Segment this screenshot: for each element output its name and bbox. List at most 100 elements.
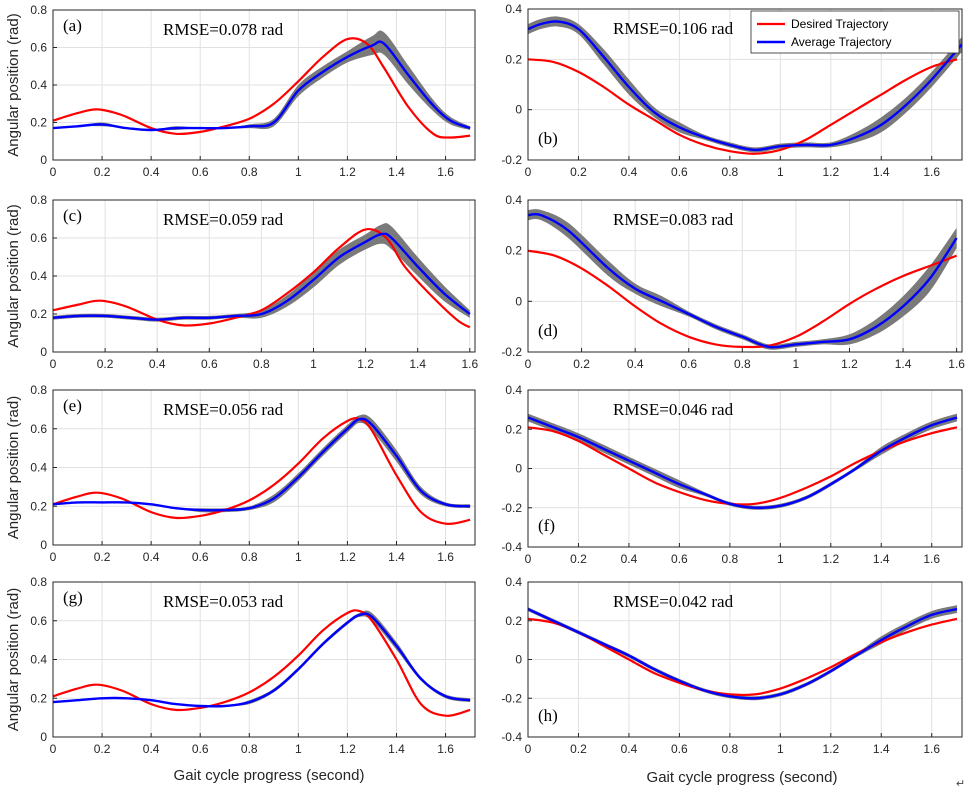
x-tick-label: 1.6 <box>437 165 454 179</box>
x-tick-label: 1.2 <box>339 550 356 564</box>
y-tick-label: 0.8 <box>30 575 47 589</box>
y-tick-label: 0.6 <box>30 422 47 436</box>
y-tick-label: 0.4 <box>505 383 522 397</box>
y-tick-label: 0.4 <box>505 575 522 589</box>
y-tick-label: 0.2 <box>30 116 47 130</box>
panel-label: (e) <box>63 396 82 415</box>
average-trajectory-line <box>53 40 471 132</box>
x-tick-label: 1.4 <box>873 165 890 179</box>
rmse-annotation: RMSE=0.042 rad <box>613 592 734 611</box>
average-trajectory-line <box>53 232 471 321</box>
x-tick-label: 0.6 <box>192 742 209 756</box>
y-axis-label: Angular position (rad) <box>5 588 22 731</box>
x-tick-label: 0.4 <box>143 550 160 564</box>
x-tick-label: 0.4 <box>621 552 638 566</box>
x-tick-label: 0 <box>50 165 57 179</box>
x-tick-label: 1.4 <box>409 357 426 371</box>
desired-trajectory-line <box>528 249 957 349</box>
x-tick-label: 0.2 <box>94 550 111 564</box>
y-tick-label: 0.4 <box>505 2 522 16</box>
y-tick-label: 0 <box>40 730 47 744</box>
x-tick-label: 0.6 <box>671 742 688 756</box>
plot-area <box>528 413 958 510</box>
x-tick-label: 0.8 <box>722 552 739 566</box>
average-trajectory-line <box>528 607 958 700</box>
average-trajectory-line <box>53 612 471 708</box>
x-tick-label: 1.4 <box>388 550 405 564</box>
y-tick-label: -0.2 <box>501 501 522 515</box>
y-tick-label: 0.4 <box>30 461 47 475</box>
y-tick-label: 0.2 <box>30 691 47 705</box>
average-trajectory-band <box>528 605 957 701</box>
x-tick-label: 1.2 <box>822 165 839 179</box>
x-axis-label-right: Gait cycle progress (second) <box>647 769 838 786</box>
y-tick-label: 0.4 <box>505 193 522 207</box>
x-tick-label: 0.6 <box>680 357 697 371</box>
x-tick-label: 0 <box>50 357 57 371</box>
plot-area <box>53 223 471 329</box>
x-tick-label: 0.4 <box>143 165 160 179</box>
plot-area <box>53 414 471 526</box>
legend: Desired Trajectory Average Trajectory <box>750 10 960 54</box>
y-tick-label: 0 <box>515 462 522 476</box>
panel-label: (d) <box>538 321 558 340</box>
y-tick-label: 0.2 <box>30 307 47 321</box>
y-tick-label: 0 <box>40 345 47 359</box>
x-tick-label: 0.2 <box>97 357 114 371</box>
x-tick-label: 1.6 <box>437 742 454 756</box>
desired-trajectory-line <box>528 58 958 155</box>
plot-panels: 0 0.2 0.4 0.6 0.8 1 1.2 1.4 1.6 0 0.2 0.4 0.6 0.8 (a) R… <box>5 2 965 756</box>
x-tick-label: 1.4 <box>895 357 912 371</box>
panel-label: (c) <box>63 206 82 225</box>
x-tick-label: 0 <box>50 742 57 756</box>
panel-label: (a) <box>63 16 82 35</box>
x-tick-label: 1 <box>310 357 317 371</box>
x-tick-label: 1.2 <box>339 742 356 756</box>
y-axis-label: Angular position (rad) <box>5 13 22 156</box>
plot-area <box>528 605 958 701</box>
x-tick-label: 1 <box>295 550 302 564</box>
panel-label: (b) <box>538 129 558 148</box>
x-tick-label: 0.6 <box>671 165 688 179</box>
rmse-annotation: RMSE=0.083 rad <box>613 210 734 229</box>
average-trajectory-line <box>528 416 958 510</box>
panel-d: 0 0.2 0.4 0.6 0.8 1 1.2 1.4 1.6-0.200.20.4(d)RMS… <box>501 193 965 371</box>
x-tick-label: 1 <box>777 552 784 566</box>
x-tick-label: 0.6 <box>671 552 688 566</box>
x-tick-label: 0.4 <box>143 742 160 756</box>
desired-trajectory-line <box>528 426 958 506</box>
legend-box <box>750 10 960 54</box>
x-tick-label: 0.8 <box>253 357 270 371</box>
panel-label: (h) <box>538 706 558 725</box>
panel-e: 0 0.2 0.4 0.6 0.8 1 1.2 1.4 1.6 0 0.2 0.4 0.6 0.8 (e) R… <box>5 383 476 564</box>
rmse-annotation: RMSE=0.053 rad <box>163 592 284 611</box>
desired-trajectory-line <box>53 227 471 329</box>
y-axis-label: Angular position (rad) <box>5 396 22 539</box>
x-tick-label: 1 <box>295 742 302 756</box>
y-tick-label: 0.2 <box>505 52 522 66</box>
x-tick-label: 0.4 <box>627 357 644 371</box>
y-tick-label: 0.6 <box>30 41 47 55</box>
y-tick-label: 0 <box>515 653 522 667</box>
x-tick-label: 1 <box>295 165 302 179</box>
x-tick-label: 1.2 <box>822 742 839 756</box>
y-tick-label: 0.8 <box>30 383 47 397</box>
x-tick-label: 1.4 <box>873 742 890 756</box>
x-tick-label: 0.4 <box>149 357 166 371</box>
desired-trajectory-line <box>53 609 471 717</box>
x-tick-label: 1.2 <box>339 165 356 179</box>
y-tick-label: 0.6 <box>30 614 47 628</box>
y-tick-label: 0.4 <box>30 269 47 283</box>
average-trajectory-line <box>528 212 958 349</box>
x-tick-label: 1.6 <box>461 357 478 371</box>
average-trajectory-band <box>53 223 470 322</box>
x-tick-label: 1.6 <box>923 742 940 756</box>
rmse-annotation: RMSE=0.106 rad <box>613 19 734 38</box>
x-tick-label: 0 <box>525 742 532 756</box>
corner-mark: ↵ <box>956 778 965 789</box>
x-tick-label: 0.8 <box>722 165 739 179</box>
x-tick-label: 0.8 <box>241 165 258 179</box>
x-tick-label: 0.2 <box>570 742 587 756</box>
average-trajectory-band <box>528 209 957 350</box>
